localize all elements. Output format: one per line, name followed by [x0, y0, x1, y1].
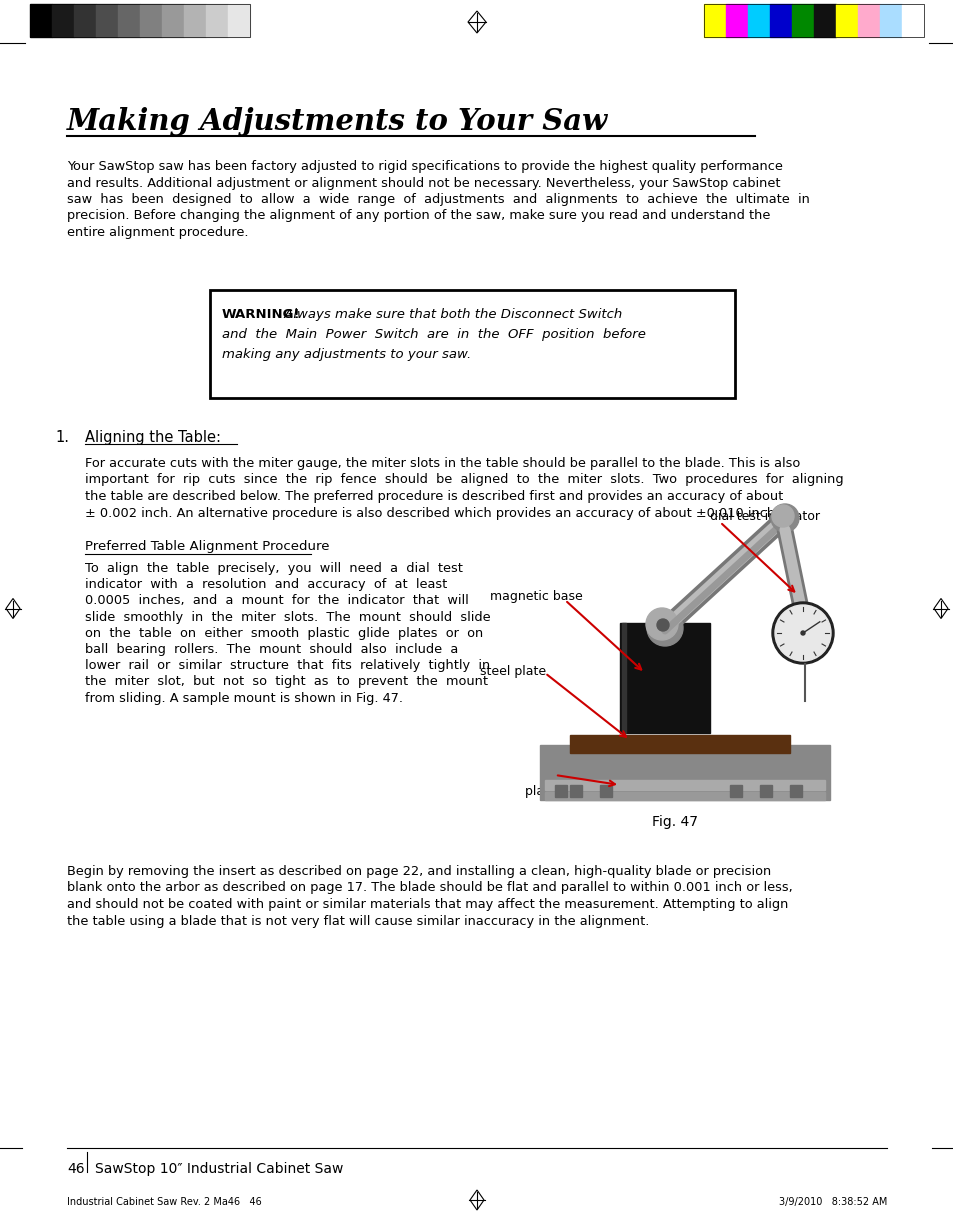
Bar	[74, 4, 96, 37]
Bar	[901, 4, 923, 37]
Bar	[206, 4, 228, 37]
Bar	[569, 735, 789, 753]
Text: Making Adjustments to Your Saw: Making Adjustments to Your Saw	[67, 107, 608, 136]
Bar	[96, 4, 118, 37]
Circle shape	[801, 630, 804, 635]
Bar	[228, 4, 250, 37]
Bar	[555, 785, 566, 797]
Bar	[760, 785, 771, 797]
Bar	[140, 4, 162, 37]
Text: the table using a blade that is not very flat will cause similar inaccuracy in t: the table using a blade that is not very…	[67, 914, 649, 927]
Text: making any adjustments to your saw.: making any adjustments to your saw.	[222, 348, 471, 361]
Text: For accurate cuts with the miter gauge, the miter slots in the table should be p: For accurate cuts with the miter gauge, …	[85, 458, 800, 470]
Bar	[544, 792, 824, 800]
Bar	[769, 4, 791, 37]
Text: Your SawStop saw has been factory adjusted to rigid specifications to provide th: Your SawStop saw has been factory adjust…	[67, 159, 782, 173]
Bar	[184, 4, 206, 37]
Bar	[30, 4, 52, 37]
Bar	[539, 745, 829, 800]
Text: Aligning the Table:: Aligning the Table:	[85, 430, 221, 445]
Text: 0.0005  inches,  and  a  mount  for  the  indicator  that  will: 0.0005 inches, and a mount for the indic…	[85, 594, 468, 607]
Bar	[162, 4, 184, 37]
Bar	[813, 4, 835, 37]
Bar	[118, 4, 140, 37]
Text: ± 0.002 inch. An alternative procedure is also described which provides an accur: ± 0.002 inch. An alternative procedure i…	[85, 506, 779, 520]
Circle shape	[646, 610, 682, 646]
Text: saw  has  been  designed  to  allow  a  wide  range  of  adjustments  and  align: saw has been designed to allow a wide ra…	[67, 194, 809, 206]
Bar	[703, 4, 923, 37]
Text: blank onto the arbor as described on page 17. The blade should be flat and paral: blank onto the arbor as described on pag…	[67, 881, 792, 894]
Bar	[747, 4, 769, 37]
Text: Industrial Cabinet Saw Rev. 2 Ma46   46: Industrial Cabinet Saw Rev. 2 Ma46 46	[67, 1198, 261, 1207]
Text: dial test indicator: dial test indicator	[709, 510, 820, 523]
Text: from sliding. A sample mount is shown in Fig. 47.: from sliding. A sample mount is shown in…	[85, 691, 402, 705]
Bar	[703, 4, 725, 37]
Text: 3/9/2010   8:38:52 AM: 3/9/2010 8:38:52 AM	[778, 1198, 886, 1207]
Text: 46: 46	[67, 1162, 85, 1176]
Text: lower  rail  or  similar  structure  that  fits  relatively  tightly  in: lower rail or similar structure that fit…	[85, 660, 490, 672]
Bar	[619, 623, 709, 733]
Bar	[835, 4, 857, 37]
Circle shape	[774, 605, 830, 661]
Bar	[879, 4, 901, 37]
Text: the table are described below. The preferred procedure is described first and pr: the table are described below. The prefe…	[85, 490, 782, 503]
Text: Always make sure that both the Disconnect Switch: Always make sure that both the Disconnec…	[280, 308, 621, 321]
Text: SawStop 10″ Industrial Cabinet Saw: SawStop 10″ Industrial Cabinet Saw	[95, 1162, 343, 1176]
Text: and results. Additional adjustment or alignment should not be necessary. Neverth: and results. Additional adjustment or al…	[67, 176, 780, 190]
Bar	[621, 623, 625, 733]
Text: WARNING!: WARNING!	[222, 308, 300, 321]
Text: precision. Before changing the alignment of any portion of the saw, make sure yo: precision. Before changing the alignment…	[67, 209, 770, 223]
Bar	[725, 4, 747, 37]
Text: Begin by removing the insert as described on page 22, and installing a clean, hi: Begin by removing the insert as describe…	[67, 865, 770, 877]
Bar	[729, 785, 741, 797]
Circle shape	[770, 504, 799, 532]
Bar	[857, 4, 879, 37]
FancyBboxPatch shape	[210, 290, 734, 398]
Text: plastic mount: plastic mount	[524, 785, 610, 798]
Text: steel plate: steel plate	[479, 664, 545, 678]
Text: entire alignment procedure.: entire alignment procedure.	[67, 226, 248, 239]
Bar	[791, 4, 813, 37]
Bar	[599, 785, 612, 797]
Text: on  the  table  on  either  smooth  plastic  glide  plates  or  on: on the table on either smooth plastic gl…	[85, 627, 483, 640]
Bar	[52, 4, 74, 37]
Text: To  align  the  table  precisely,  you  will  need  a  dial  test: To align the table precisely, you will n…	[85, 562, 462, 574]
Text: 1.: 1.	[55, 430, 69, 445]
Text: Preferred Table Alignment Procedure: Preferred Table Alignment Procedure	[85, 540, 329, 553]
Text: indicator  with  a  resolution  and  accuracy  of  at  least: indicator with a resolution and accuracy…	[85, 578, 447, 591]
Text: slide  smoothly  in  the  miter  slots.  The  mount  should  slide: slide smoothly in the miter slots. The m…	[85, 611, 490, 623]
Circle shape	[771, 505, 793, 527]
Bar	[569, 785, 581, 797]
Bar	[789, 785, 801, 797]
Circle shape	[771, 602, 833, 664]
Circle shape	[645, 608, 678, 640]
Text: and should not be coated with paint or similar materials that may affect the mea: and should not be coated with paint or s…	[67, 898, 787, 912]
Bar	[544, 780, 824, 790]
Text: important  for  rip  cuts  since  the  rip  fence  should  be  aligned  to  the : important for rip cuts since the rip fen…	[85, 473, 842, 487]
Text: magnetic base: magnetic base	[490, 590, 582, 602]
Text: and  the  Main  Power  Switch  are  in  the  OFF  position  before: and the Main Power Switch are in the OFF…	[222, 329, 645, 341]
Text: the  miter  slot,  but  not  so  tight  as  to  prevent  the  mount: the miter slot, but not so tight as to p…	[85, 675, 488, 689]
Bar	[30, 4, 250, 37]
Circle shape	[657, 619, 668, 630]
Text: ball  bearing  rollers.  The  mount  should  also  include  a: ball bearing rollers. The mount should a…	[85, 643, 457, 656]
Text: Fig. 47: Fig. 47	[651, 815, 698, 829]
